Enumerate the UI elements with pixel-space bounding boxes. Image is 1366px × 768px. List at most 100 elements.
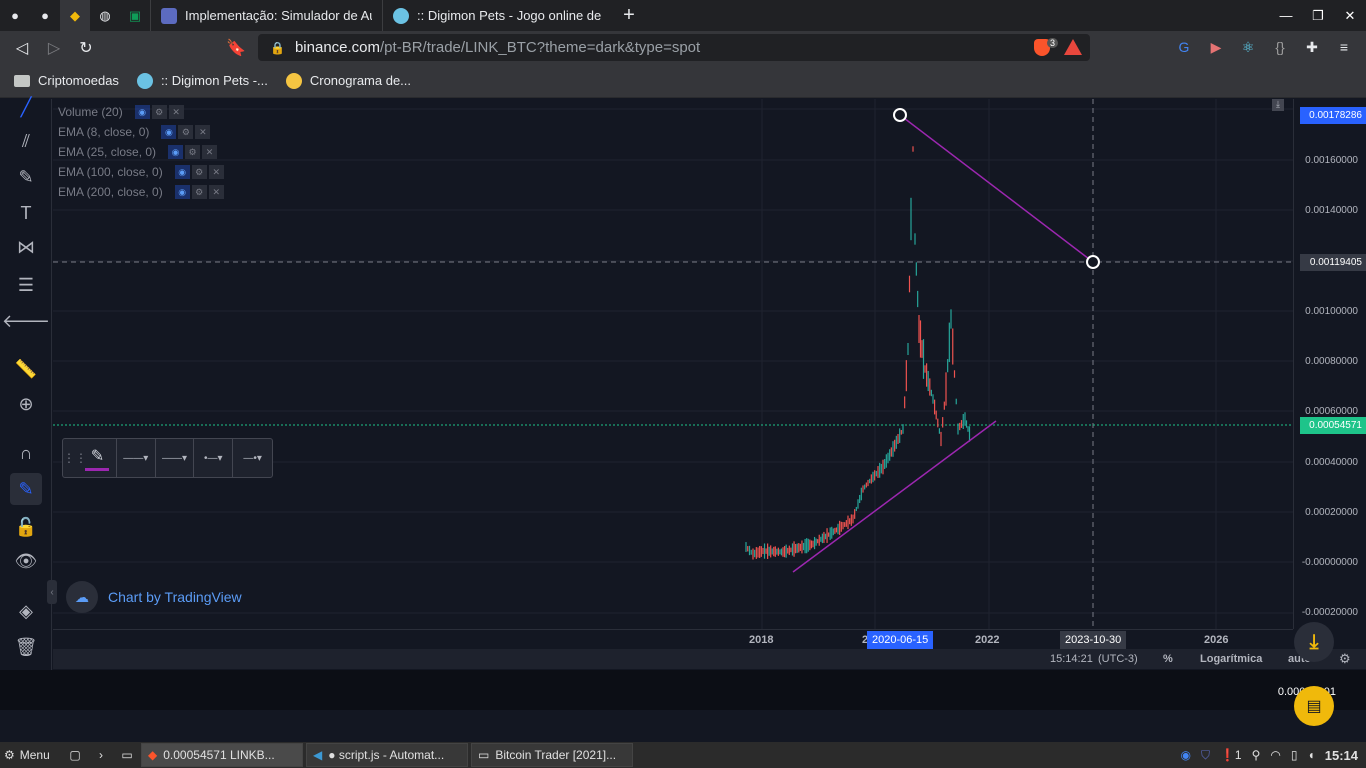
chart-area[interactable] xyxy=(53,99,1293,629)
close-icon[interactable]: ✕ xyxy=(208,165,224,179)
chart-options-icon[interactable]: ⤓ xyxy=(1272,99,1284,111)
legend-volume[interactable]: Volume (20) ◉ ⚙ ✕ xyxy=(58,102,224,122)
maximize-icon[interactable]: ❐ xyxy=(1312,7,1324,23)
price-label: 0.00040000 xyxy=(1305,457,1358,468)
gear-icon[interactable]: ⚙ xyxy=(191,185,207,199)
tab-digimon[interactable]: :: Digimon Pets - Jogo online de D xyxy=(382,0,614,31)
close-icon[interactable]: ✕ xyxy=(202,145,218,159)
ruler-icon[interactable]: 📏 xyxy=(14,358,38,379)
chart-canvas[interactable] xyxy=(53,99,1293,629)
os-taskbar: ⚙ Menu ▢ › ▭ ◆ 0.00054571 LINKB... ◀ ● scri… xyxy=(0,742,1366,768)
text-tool-icon[interactable]: T xyxy=(20,202,32,223)
eye-icon[interactable]: 👁 xyxy=(14,550,38,571)
trash-icon[interactable]: 🗑 xyxy=(14,636,38,657)
extensions-icon[interactable]: ✚ xyxy=(1306,38,1318,55)
time-axis[interactable]: 2018 2 2020-06-15 2022 2023-10-30 2026 xyxy=(53,629,1293,649)
bookmark-icon[interactable]: 🔖 xyxy=(226,39,246,57)
minimize-icon[interactable]: — xyxy=(1279,8,1293,23)
collapse-toolbar-button[interactable]: ‹ xyxy=(47,580,57,604)
task-bitcoin-trader[interactable]: ▭ Bitcoin Trader [2021]... xyxy=(471,743,633,767)
pinned-tab-github[interactable]: ● xyxy=(0,0,30,31)
gear-icon[interactable]: ⚙ xyxy=(151,105,167,119)
eye-icon[interactable]: ◉ xyxy=(174,165,190,179)
bookmark-criptomoedas[interactable]: Criptomoedas xyxy=(14,73,119,88)
tab-implementacao[interactable]: Implementação: Simulador de Au xyxy=(150,0,382,31)
eye-icon[interactable]: ◉ xyxy=(174,185,190,199)
forward-icon[interactable]: ▷ xyxy=(47,39,61,57)
task-brave[interactable]: ◆ 0.00054571 LINKB... xyxy=(141,743,303,767)
gear-icon: ⚙ xyxy=(4,748,15,762)
pinned-tab-github-2[interactable]: ● xyxy=(30,0,60,31)
line-style-dropdown[interactable]: ——▾ xyxy=(156,439,195,477)
close-icon[interactable]: ✕ xyxy=(208,185,224,199)
files-icon[interactable]: ▭ xyxy=(121,748,133,762)
time-label: 2 xyxy=(862,634,869,646)
battery-icon[interactable]: ▯ xyxy=(1290,748,1298,762)
translate-icon[interactable]: G xyxy=(1178,39,1190,55)
gear-icon[interactable]: ⚙ xyxy=(178,125,194,139)
line-color-button[interactable]: ✎ xyxy=(79,439,117,477)
pinned-tab-binance[interactable]: ◆ xyxy=(60,0,90,31)
legend-ema100[interactable]: EMA (100, close, 0) ◉ ⚙ ✕ xyxy=(58,162,224,182)
price-axis[interactable]: 0.00178286 0.00160000 0.00140000 0.00119… xyxy=(1293,99,1366,629)
brush-tool-icon[interactable]: ✎ xyxy=(18,166,34,187)
menu-icon[interactable]: ≡ xyxy=(1339,39,1349,55)
arrow-back-icon[interactable]: 🡐 xyxy=(1,310,51,331)
line-width-dropdown[interactable]: ——▾ xyxy=(117,439,156,477)
user-icon[interactable]: ⚲ xyxy=(1251,748,1261,762)
tradingview-watermark[interactable]: ☁ Chart by TradingView xyxy=(66,581,242,613)
legend-ema8[interactable]: EMA (8, close, 0) ◉ ⚙ ✕ xyxy=(58,122,224,142)
reload-icon[interactable]: ↻ xyxy=(79,39,93,57)
pinned-tab-sheets[interactable]: ▣ xyxy=(120,0,150,31)
back-icon[interactable]: ◁ xyxy=(15,39,29,57)
show-desktop-icon[interactable]: ▢ xyxy=(69,748,81,762)
volume-icon[interactable]: ◖ xyxy=(1307,748,1315,762)
close-icon[interactable]: ✕ xyxy=(168,105,184,119)
eye-icon[interactable]: ◉ xyxy=(134,105,150,119)
eye-icon[interactable]: ◉ xyxy=(168,145,184,159)
terminal-icon[interactable]: › xyxy=(99,748,103,762)
notification-icon[interactable]: ❗1 xyxy=(1219,748,1242,762)
drag-handle-icon[interactable]: ⋮⋮ xyxy=(63,451,87,465)
layers-icon[interactable]: ◈ xyxy=(19,600,33,621)
lock-drawings-icon[interactable]: 🔓 xyxy=(14,516,38,537)
gear-icon[interactable]: ⚙ xyxy=(185,145,201,159)
address-bar[interactable]: 🔒 binance.com/pt-BR/trade/LINK_BTC?theme… xyxy=(258,34,1090,61)
measure-lines-icon[interactable]: ☰ xyxy=(17,274,35,295)
notification-count: 1 xyxy=(1234,748,1242,762)
chat-icon[interactable]: ▤ xyxy=(1294,686,1334,726)
pinned-tab-globe[interactable]: ◍ xyxy=(90,0,120,31)
zoom-in-icon[interactable]: ⊕ xyxy=(18,393,34,414)
wifi-icon[interactable]: ◠ xyxy=(1270,748,1281,762)
pattern-tool-icon[interactable]: ⋈ xyxy=(17,236,35,257)
bookmark-cronograma[interactable]: Cronograma de... xyxy=(285,72,411,89)
close-icon[interactable]: ✕ xyxy=(1344,7,1356,23)
line-end-dropdown[interactable]: —•▾ xyxy=(243,452,262,464)
log-toggle[interactable]: Logarítmica xyxy=(1200,653,1263,665)
settings-gear-icon[interactable]: ⚙ xyxy=(1339,651,1351,666)
new-tab-button[interactable]: + xyxy=(623,4,635,26)
download-icon[interactable]: ⤓ xyxy=(1294,622,1334,662)
fib-tool-icon[interactable]: ⫽ xyxy=(21,130,31,151)
brave-rewards-icon[interactable] xyxy=(1064,39,1082,55)
legend-ema200[interactable]: EMA (200, close, 0) ◉ ⚙ ✕ xyxy=(58,182,224,202)
chrome-tray-icon[interactable]: ◉ xyxy=(1180,748,1191,762)
gear-icon[interactable]: ⚙ xyxy=(191,165,207,179)
line-start-dropdown[interactable]: •—▾ xyxy=(194,439,234,477)
trendline-tool-icon[interactable]: ╱ xyxy=(20,96,32,117)
brave-shield-icon[interactable] xyxy=(1034,39,1050,56)
magnet-icon[interactable]: ∩ xyxy=(19,442,33,463)
react-icon[interactable]: ⚛ xyxy=(1241,38,1255,55)
close-icon[interactable]: ✕ xyxy=(195,125,211,139)
bookmark-digimon[interactable]: :: Digimon Pets -... xyxy=(136,72,268,89)
video-ext-icon[interactable]: ▶ xyxy=(1210,38,1222,55)
eye-icon[interactable]: ◉ xyxy=(161,125,177,139)
shield-tray-icon[interactable]: ⛉ xyxy=(1200,747,1210,762)
start-menu-button[interactable]: ⚙ Menu xyxy=(0,748,60,762)
legend-ema25[interactable]: EMA (25, close, 0) ◉ ⚙ ✕ xyxy=(58,142,224,162)
percent-toggle[interactable]: % xyxy=(1163,653,1173,665)
task-vscode[interactable]: ◀ ● script.js - Automat... xyxy=(306,743,468,767)
timezone[interactable]: (UTC-3) xyxy=(1098,653,1138,665)
json-icon[interactable]: {} xyxy=(1275,39,1285,55)
stay-drawing-icon[interactable]: ✎ xyxy=(10,473,42,505)
